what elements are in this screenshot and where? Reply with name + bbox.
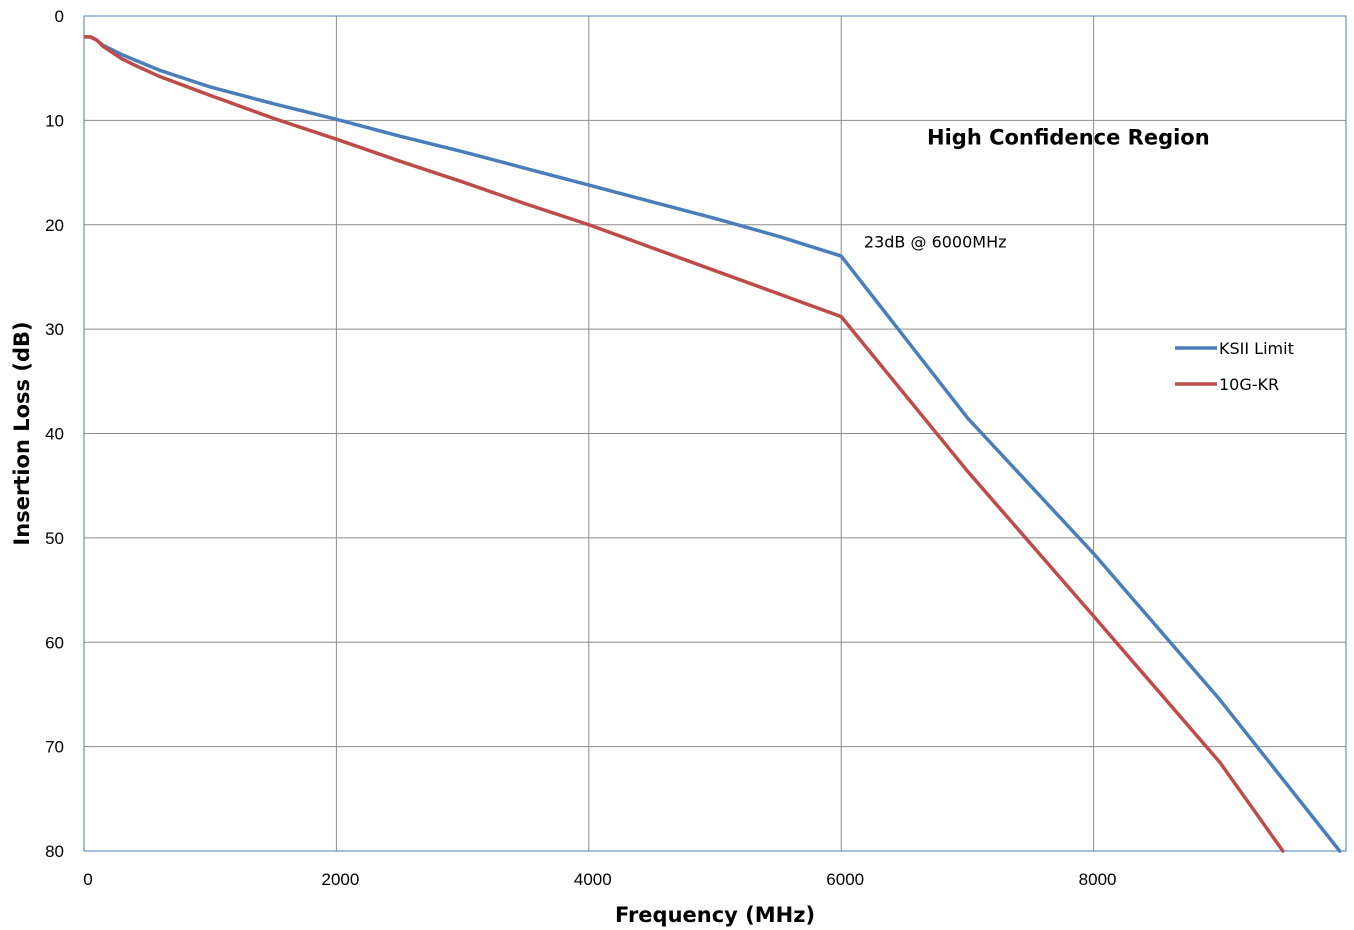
- y-tick-label: 60: [45, 633, 64, 652]
- legend-label-10g-kr: 10G-KR: [1219, 375, 1279, 394]
- legend: KSII Limit 10G-KR: [1175, 339, 1294, 394]
- x-tick-label: 4000: [574, 870, 612, 889]
- y-tick-label: 10: [45, 111, 64, 130]
- x-tick-label: 2000: [321, 870, 359, 889]
- y-tick-label: 70: [45, 738, 64, 757]
- point-annotation: 23dB @ 6000MHz: [864, 233, 1007, 252]
- y-axis-title: Insertion Loss (dB): [10, 321, 34, 545]
- region-annotation: High Confidence Region: [927, 125, 1210, 149]
- series-line-10g-kr: [83, 35, 1285, 853]
- x-axis-title: Frequency (MHz): [615, 903, 815, 927]
- x-tick-label: 0: [83, 870, 92, 889]
- y-tick-label: 40: [45, 425, 64, 444]
- y-tick-label: 20: [45, 216, 64, 235]
- annotations: High Confidence Region 23dB @ 6000MHz: [864, 125, 1210, 251]
- plot-area-border: [83, 15, 1347, 852]
- legend-label-ksii-limit: KSII Limit: [1219, 339, 1294, 358]
- y-tick-label: 30: [45, 320, 64, 339]
- x-tick-label: 6000: [826, 870, 864, 889]
- series-lines: [83, 35, 1342, 853]
- series-line-ksii-limit: [83, 35, 1342, 853]
- tick-labels: 0 10 20 30 40 50 60 70 80 0 2000 4000 6000 8000: [45, 7, 1116, 889]
- y-tick-label: 50: [45, 529, 64, 548]
- grid: [83, 15, 1346, 852]
- x-tick-label: 8000: [1079, 870, 1117, 889]
- y-tick-label: 0: [55, 7, 64, 26]
- y-tick-label: 80: [45, 842, 64, 861]
